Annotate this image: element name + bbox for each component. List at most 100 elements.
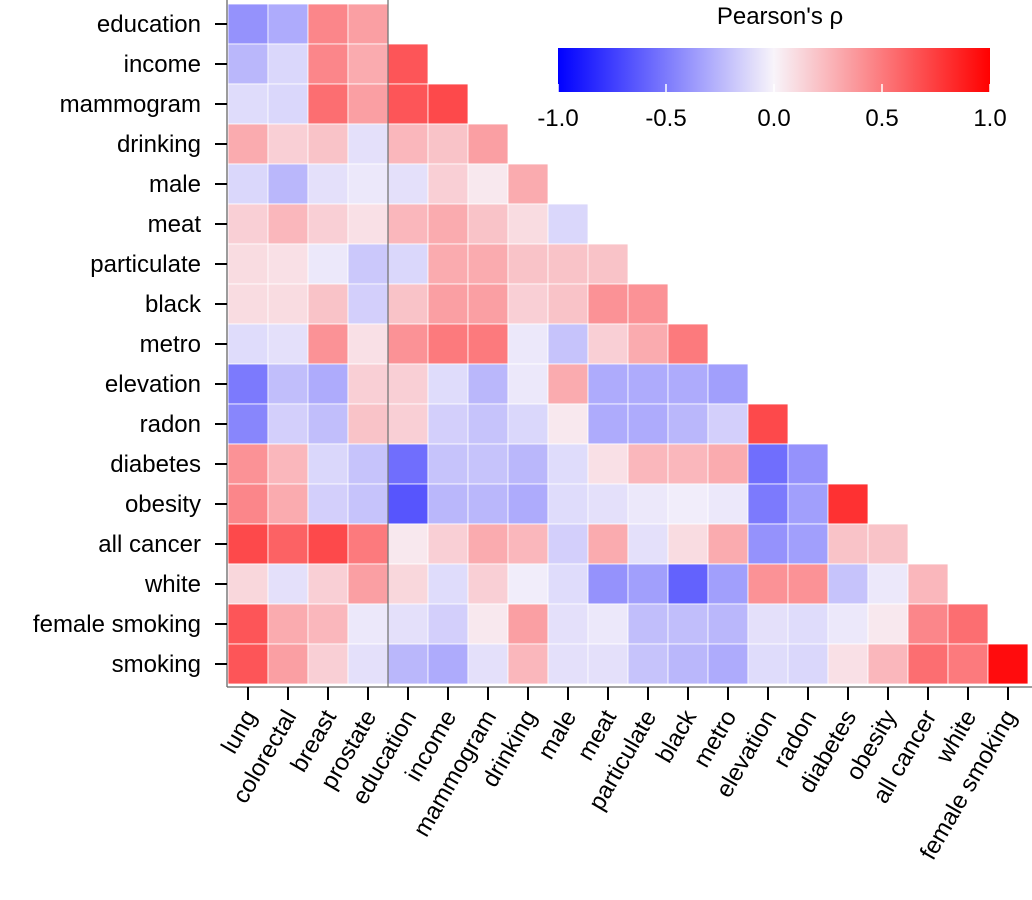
cell-smoking-colorectal [267, 643, 309, 685]
cell-white-all-cancer [907, 563, 949, 605]
cell-obesity-drinking [507, 483, 549, 525]
cell-drinking-prostate [347, 123, 389, 165]
y-tick-label: drinking [117, 131, 201, 158]
cell-white-drinking [507, 563, 549, 605]
cell-diabetes-prostate [347, 443, 389, 485]
cell-white-diabetes [827, 563, 869, 605]
cell-radon-elevation [747, 403, 789, 445]
cell-diabetes-elevation [747, 443, 789, 485]
cell-diabetes-black [667, 443, 709, 485]
cell-black-drinking [507, 283, 549, 325]
cell-particulate-meat [587, 243, 629, 285]
cell-female-smoking-obesity [867, 603, 909, 645]
cell-radon-breast [307, 403, 349, 445]
y-tick-label: all cancer [98, 531, 201, 558]
cell-education-prostate [347, 3, 389, 45]
y-tick-label: black [145, 291, 202, 318]
cell-elevation-drinking [507, 363, 549, 405]
cell-income-prostate [347, 43, 389, 85]
cell-obesity-prostate [347, 483, 389, 525]
cell-radon-colorectal [267, 403, 309, 445]
cell-diabetes-metro [707, 443, 749, 485]
cell-male-prostate [347, 163, 389, 205]
cell-drinking-lung [227, 123, 269, 165]
cell-black-particulate [627, 283, 669, 325]
colorbar-tick-label: -1.0 [537, 105, 578, 132]
cell-obesity-mammogram [467, 483, 509, 525]
cell-male-breast [307, 163, 349, 205]
cell-mammogram-lung [227, 83, 269, 125]
cell-male-education [387, 163, 429, 205]
cell-metro-income [427, 323, 469, 365]
cell-all-cancer-metro [707, 523, 749, 565]
cell-white-breast [307, 563, 349, 605]
cell-elevation-colorectal [267, 363, 309, 405]
cell-smoking-black [667, 643, 709, 685]
y-tick-label: particulate [90, 251, 201, 278]
cell-radon-education [387, 403, 429, 445]
cell-all-cancer-income [427, 523, 469, 565]
cell-black-education [387, 283, 429, 325]
cell-white-elevation [747, 563, 789, 605]
cell-drinking-education [387, 123, 429, 165]
cell-smoking-drinking [507, 643, 549, 685]
cell-obesity-black [667, 483, 709, 525]
cell-male-mammogram [467, 163, 509, 205]
y-tick-label: metro [140, 331, 201, 358]
cell-smoking-elevation [747, 643, 789, 685]
cell-black-colorectal [267, 283, 309, 325]
cell-mammogram-breast [307, 83, 349, 125]
cell-male-colorectal [267, 163, 309, 205]
cell-female-smoking-prostate [347, 603, 389, 645]
cell-drinking-colorectal [267, 123, 309, 165]
colorbar-tick-label: 0.0 [757, 105, 790, 132]
cell-diabetes-mammogram [467, 443, 509, 485]
cell-elevation-meat [587, 363, 629, 405]
cell-elevation-male [547, 363, 589, 405]
cell-male-lung [227, 163, 269, 205]
y-tick-label: male [149, 171, 201, 198]
cell-female-smoking-radon [787, 603, 829, 645]
cell-smoking-mammogram [467, 643, 509, 685]
cell-white-obesity [867, 563, 909, 605]
y-tick-label: mammogram [60, 91, 201, 118]
cell-all-cancer-meat [587, 523, 629, 565]
cell-obesity-male [547, 483, 589, 525]
cell-radon-drinking [507, 403, 549, 445]
cell-smoking-white [947, 643, 989, 685]
cell-diabetes-drinking [507, 443, 549, 485]
cell-elevation-prostate [347, 363, 389, 405]
cell-all-cancer-drinking [507, 523, 549, 565]
cell-smoking-education [387, 643, 429, 685]
cell-white-colorectal [267, 563, 309, 605]
cell-all-cancer-obesity [867, 523, 909, 565]
cell-smoking-income [427, 643, 469, 685]
colorbar-legend: Pearson's ρ -1.0 -0.5 0.0 0.5 1.0 [537, 3, 1006, 132]
cell-elevation-metro [707, 363, 749, 405]
cell-metro-particulate [627, 323, 669, 365]
y-tick-label: diabetes [110, 451, 201, 478]
cell-obesity-particulate [627, 483, 669, 525]
cell-smoking-meat [587, 643, 629, 685]
cell-smoking-particulate [627, 643, 669, 685]
y-tick-label: white [144, 571, 201, 598]
cell-female-smoking-diabetes [827, 603, 869, 645]
cell-male-drinking [507, 163, 549, 205]
cell-white-mammogram [467, 563, 509, 605]
cell-obesity-metro [707, 483, 749, 525]
cell-all-cancer-education [387, 523, 429, 565]
cell-diabetes-income [427, 443, 469, 485]
cell-all-cancer-male [547, 523, 589, 565]
cell-elevation-education [387, 363, 429, 405]
cell-smoking-female-smoking [987, 643, 1029, 685]
cell-white-male [547, 563, 589, 605]
y-tick-label: smoking [112, 651, 201, 678]
cell-diabetes-meat [587, 443, 629, 485]
y-tick-label: income [124, 51, 201, 78]
cell-metro-drinking [507, 323, 549, 365]
cell-white-particulate [627, 563, 669, 605]
cell-white-meat [587, 563, 629, 605]
cell-elevation-income [427, 363, 469, 405]
cell-obesity-colorectal [267, 483, 309, 525]
